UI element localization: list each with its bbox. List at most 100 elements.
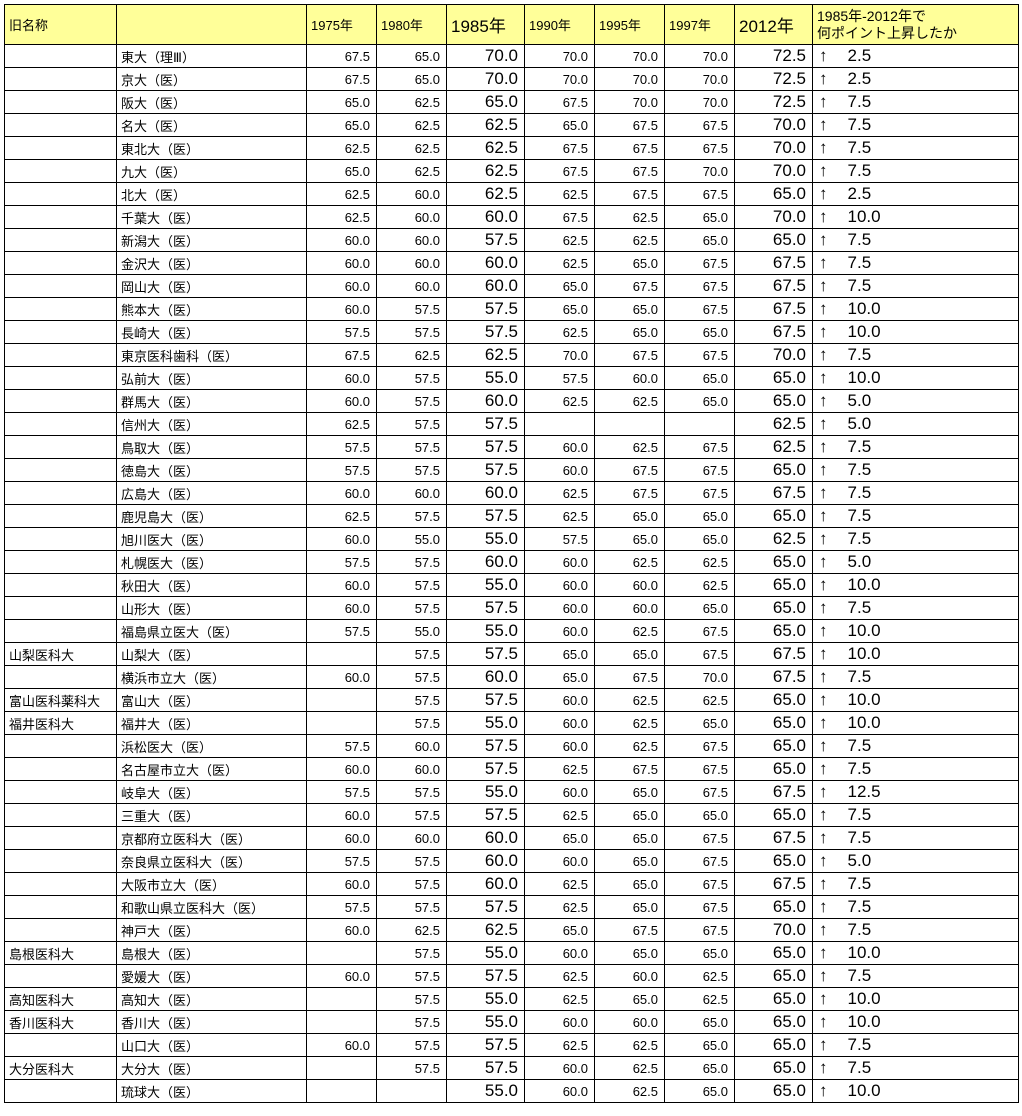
- cell-y1985: 60.0: [447, 482, 525, 505]
- table-row: 山形大（医）60.057.557.560.060.065.065.0↑ 7.5: [5, 597, 1019, 620]
- cell-y1980: 60.0: [377, 229, 447, 252]
- cell-y1990: 60.0: [525, 1057, 595, 1080]
- cell-y1985: 57.5: [447, 758, 525, 781]
- cell-change: ↑ 7.5: [813, 252, 1019, 275]
- cell-old: [5, 666, 117, 689]
- cell-y1980: 57.5: [377, 505, 447, 528]
- cell-y1975: 60.0: [307, 804, 377, 827]
- table-row: 山口大（医）60.057.557.562.562.565.065.0↑ 7.5: [5, 1034, 1019, 1057]
- cell-y2012: 65.0: [735, 712, 813, 735]
- cell-y1990: 60.0: [525, 459, 595, 482]
- table-row: 名大（医）65.062.562.565.067.567.570.0↑ 7.5: [5, 114, 1019, 137]
- table-row: 名古屋市立大（医）60.060.057.562.567.567.565.0↑ 7…: [5, 758, 1019, 781]
- cell-old: [5, 620, 117, 643]
- cell-y1980: 57.5: [377, 1057, 447, 1080]
- cell-change: ↑ 10.0: [813, 689, 1019, 712]
- cell-name: 千葉大（医）: [117, 206, 307, 229]
- cell-old: [5, 229, 117, 252]
- cell-y1975: 60.0: [307, 229, 377, 252]
- cell-y1995: 65.0: [595, 321, 665, 344]
- cell-y1990: 60.0: [525, 436, 595, 459]
- cell-name: 山形大（医）: [117, 597, 307, 620]
- cell-y2012: 67.5: [735, 666, 813, 689]
- cell-y1985: 57.5: [447, 459, 525, 482]
- cell-y1997: 65.0: [665, 390, 735, 413]
- cell-name: 和歌山県立医科大（医）: [117, 896, 307, 919]
- cell-name: 三重大（医）: [117, 804, 307, 827]
- cell-y1975: 62.5: [307, 137, 377, 160]
- cell-y1995: 62.5: [595, 436, 665, 459]
- cell-y1975: 60.0: [307, 367, 377, 390]
- cell-y1975: 62.5: [307, 413, 377, 436]
- cell-change: ↑ 10.0: [813, 1011, 1019, 1034]
- cell-y1975: 57.5: [307, 321, 377, 344]
- cell-name: 岐阜大（医）: [117, 781, 307, 804]
- cell-y1997: 67.5: [665, 298, 735, 321]
- cell-y1975: 62.5: [307, 206, 377, 229]
- cell-change: ↑ 7.5: [813, 758, 1019, 781]
- cell-y1980: 57.5: [377, 988, 447, 1011]
- cell-change: ↑ 2.5: [813, 183, 1019, 206]
- cell-y1980: 57.5: [377, 321, 447, 344]
- cell-y1980: 60.0: [377, 183, 447, 206]
- up-arrow-icon: ↑: [819, 299, 843, 319]
- cell-y1995: 62.5: [595, 551, 665, 574]
- cell-old: [5, 436, 117, 459]
- cell-y1997: 65.0: [665, 597, 735, 620]
- cell-old: [5, 183, 117, 206]
- cell-change: ↑ 7.5: [813, 459, 1019, 482]
- cell-y1995: 65.0: [595, 873, 665, 896]
- cell-y1990: 62.5: [525, 896, 595, 919]
- table-row: 阪大（医）65.062.565.067.570.070.072.5↑ 7.5: [5, 91, 1019, 114]
- up-arrow-icon: ↑: [819, 483, 843, 503]
- cell-y1985: 57.5: [447, 965, 525, 988]
- cell-y1975: [307, 942, 377, 965]
- cell-y1985: 62.5: [447, 344, 525, 367]
- cell-y1990: 65.0: [525, 666, 595, 689]
- up-arrow-icon: ↑: [819, 667, 843, 687]
- cell-y1995: 62.5: [595, 689, 665, 712]
- cell-y1995: 67.5: [595, 160, 665, 183]
- cell-old: [5, 781, 117, 804]
- cell-name: 弘前大（医）: [117, 367, 307, 390]
- cell-y1997: 70.0: [665, 45, 735, 68]
- cell-y1995: 62.5: [595, 390, 665, 413]
- cell-y2012: 70.0: [735, 206, 813, 229]
- table-row: 鳥取大（医）57.557.557.560.062.567.562.5↑ 7.5: [5, 436, 1019, 459]
- up-arrow-icon: ↑: [819, 575, 843, 595]
- cell-change: ↑ 10.0: [813, 321, 1019, 344]
- cell-y1975: 60.0: [307, 827, 377, 850]
- cell-y1985: 55.0: [447, 367, 525, 390]
- cell-change: ↑ 2.5: [813, 45, 1019, 68]
- cell-old: [5, 275, 117, 298]
- cell-name: 新潟大（医）: [117, 229, 307, 252]
- up-arrow-icon: ↑: [819, 207, 843, 227]
- cell-y1995: 65.0: [595, 988, 665, 1011]
- cell-y1980: 57.5: [377, 574, 447, 597]
- table-row: 岐阜大（医）57.557.555.060.065.067.567.5↑ 12.5: [5, 781, 1019, 804]
- cell-y1980: 57.5: [377, 896, 447, 919]
- cell-old: [5, 965, 117, 988]
- table-row: 京大（医）67.565.070.070.070.070.072.5↑ 2.5: [5, 68, 1019, 91]
- cell-y1997: 65.0: [665, 1057, 735, 1080]
- table-row: 金沢大（医）60.060.060.062.565.067.567.5↑ 7.5: [5, 252, 1019, 275]
- cell-y2012: 70.0: [735, 137, 813, 160]
- cell-y1975: 60.0: [307, 298, 377, 321]
- cell-y1985: 60.0: [447, 252, 525, 275]
- cell-change: ↑ 7.5: [813, 160, 1019, 183]
- cell-change: ↑ 7.5: [813, 873, 1019, 896]
- cell-old: [5, 1080, 117, 1103]
- cell-y1990: 67.5: [525, 160, 595, 183]
- cell-y1975: [307, 988, 377, 1011]
- cell-name: 愛媛大（医）: [117, 965, 307, 988]
- cell-name: 東京医科歯科（医）: [117, 344, 307, 367]
- table-row: 琉球大（医）55.060.062.565.065.0↑ 10.0: [5, 1080, 1019, 1103]
- cell-y1985: 57.5: [447, 896, 525, 919]
- up-arrow-icon: ↑: [819, 874, 843, 894]
- cell-y1997: 67.5: [665, 344, 735, 367]
- cell-old: [5, 528, 117, 551]
- up-arrow-icon: ↑: [819, 1012, 843, 1032]
- table-row: 三重大（医）60.057.557.562.565.065.065.0↑ 7.5: [5, 804, 1019, 827]
- cell-y2012: 65.0: [735, 183, 813, 206]
- header-1975: 1975年: [307, 5, 377, 45]
